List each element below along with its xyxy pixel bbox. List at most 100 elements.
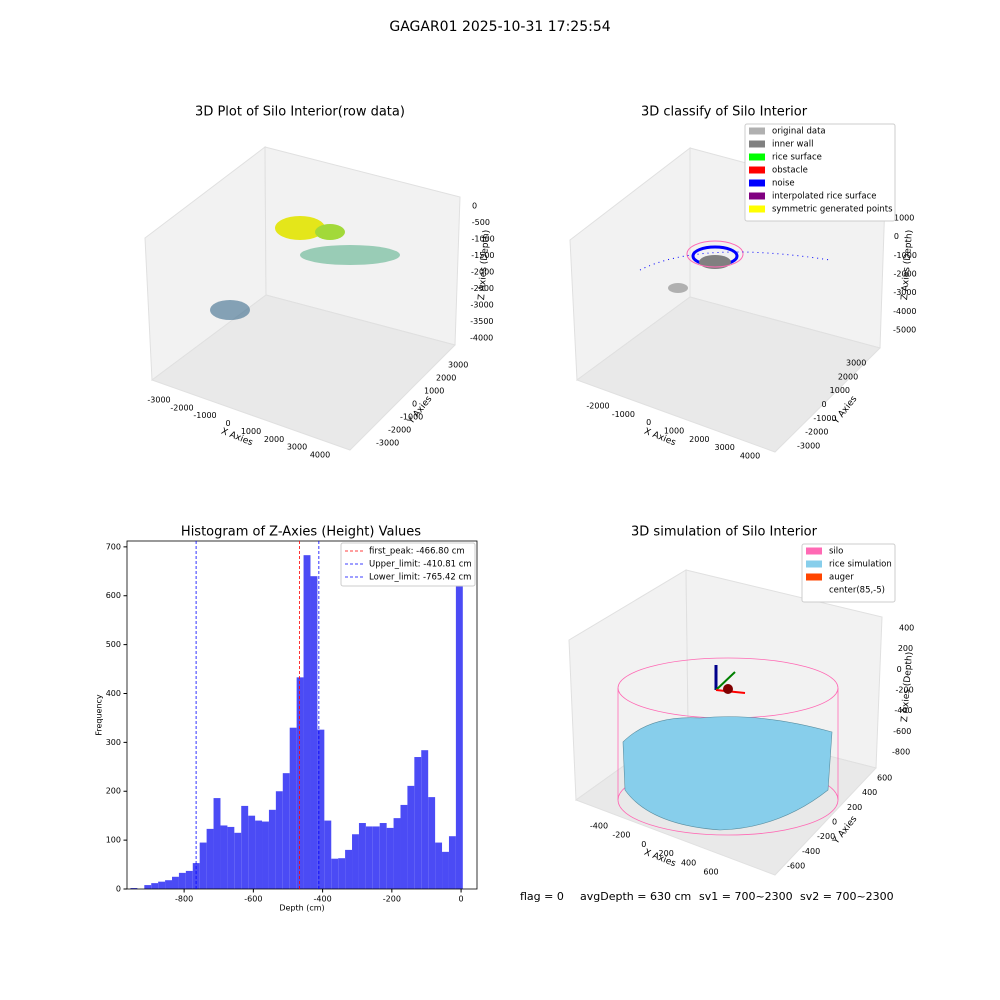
panes	[144, 145, 461, 451]
tick-label: 1000	[894, 214, 914, 223]
bar	[206, 828, 214, 889]
legend-swatch	[749, 205, 765, 213]
chart-title: 3D classify of Silo Interior	[641, 105, 808, 120]
y-tick-label: 600	[106, 591, 121, 600]
tick-label: -2000	[586, 402, 609, 411]
footer-text: flag = 0	[520, 890, 564, 903]
bar	[234, 832, 242, 889]
bar	[213, 798, 221, 889]
tick-label: -1000	[193, 411, 216, 420]
plot-frame	[126, 540, 478, 890]
tick-label: -200	[612, 831, 630, 840]
axis-label: Z Axies (Depth)	[900, 229, 915, 300]
tick-label: -3000	[893, 288, 916, 297]
y-tick-label: 100	[106, 836, 121, 845]
tick-label: -600	[893, 727, 911, 736]
tick-label: -2000	[471, 268, 494, 277]
tick-label: -200	[817, 832, 835, 841]
x-tick-label: -200	[383, 895, 401, 904]
legend-swatch	[749, 153, 765, 161]
x-tick-label: 0	[459, 895, 464, 904]
tick-label: 1000	[424, 387, 444, 396]
tick-label: -1000	[400, 413, 423, 422]
bar	[317, 729, 325, 889]
bar	[324, 820, 332, 889]
tick-label: 400	[681, 858, 696, 867]
tick-label: -2500	[471, 284, 494, 293]
bar	[185, 870, 193, 889]
legend-swatch	[749, 192, 765, 200]
tick-label: 3000	[448, 361, 468, 370]
x-tick-label: -800	[175, 895, 193, 904]
y-tick-label: 700	[106, 542, 121, 551]
tick-label: 200	[898, 644, 913, 653]
bar	[331, 858, 339, 889]
tick-label: -400	[894, 706, 912, 715]
bar	[255, 820, 263, 889]
legend-swatch	[806, 573, 822, 581]
bar	[289, 727, 297, 889]
bar	[358, 823, 366, 889]
legend-swatch	[749, 127, 765, 135]
tick-label: 1000	[241, 427, 261, 436]
tick-label: -4000	[470, 334, 493, 343]
tick-label: -2000	[388, 426, 411, 435]
legend-label: rice surface	[772, 153, 822, 163]
legend-box	[340, 542, 476, 587]
tick-label: -1000	[612, 410, 635, 419]
tick-label: 3000	[714, 443, 734, 452]
bar	[435, 842, 443, 889]
legend-label: noise	[772, 179, 795, 189]
tick-label: -2000	[894, 270, 917, 279]
legend-label: inner wall	[772, 140, 813, 150]
legend-label: symmetric generated points	[772, 205, 893, 215]
tick-label: -3000	[797, 442, 820, 451]
bar	[248, 815, 256, 889]
bar	[296, 677, 304, 889]
legend-swatch	[749, 166, 765, 174]
bar	[345, 849, 353, 889]
tick-label: -3000	[376, 439, 399, 448]
footer-text: sv1 = 700~2300	[699, 890, 793, 903]
legend-box	[744, 123, 896, 222]
bar	[227, 826, 235, 889]
legend-label: Lower_limit: -765.42 cm	[369, 573, 471, 583]
tick-label: 0	[472, 202, 477, 211]
bar	[310, 576, 318, 889]
tick-label: 200	[847, 803, 862, 812]
bar	[338, 858, 346, 889]
legend-label: Upper_limit: -410.81 cm	[369, 560, 472, 570]
bar	[158, 881, 166, 889]
bar	[303, 555, 311, 889]
tick-label: 600	[877, 774, 892, 783]
bar	[151, 883, 159, 889]
tick-label: 0	[832, 818, 837, 827]
bar	[428, 797, 436, 889]
bar	[165, 880, 173, 889]
panes	[568, 569, 883, 876]
x-tick-label: -600	[244, 895, 262, 904]
bar	[172, 876, 179, 889]
bar	[352, 834, 359, 889]
y-axis-label: Frequency	[95, 694, 104, 736]
legend-swatch	[749, 140, 765, 148]
suptitle: GAGAR01 2025-10-31 17:25:54	[389, 19, 610, 35]
bar	[130, 888, 138, 889]
bar	[442, 851, 449, 889]
tick-label: -1000	[813, 414, 836, 423]
tick-label: 2000	[689, 435, 709, 444]
y-tick-label: 200	[106, 787, 121, 796]
tick-label: 4000	[740, 452, 760, 461]
legend-swatch	[806, 547, 822, 555]
tick-label: 0	[897, 665, 902, 674]
legend-swatch	[806, 560, 822, 568]
x-tick-label: -400	[314, 895, 332, 904]
bar	[455, 577, 463, 889]
legend-swatch	[749, 179, 765, 187]
tick-label: -5000	[893, 326, 916, 335]
tick-label: 0	[225, 419, 230, 428]
bar	[268, 809, 276, 889]
tick-label: 0	[822, 400, 827, 409]
y-tick-label: 400	[106, 689, 121, 698]
